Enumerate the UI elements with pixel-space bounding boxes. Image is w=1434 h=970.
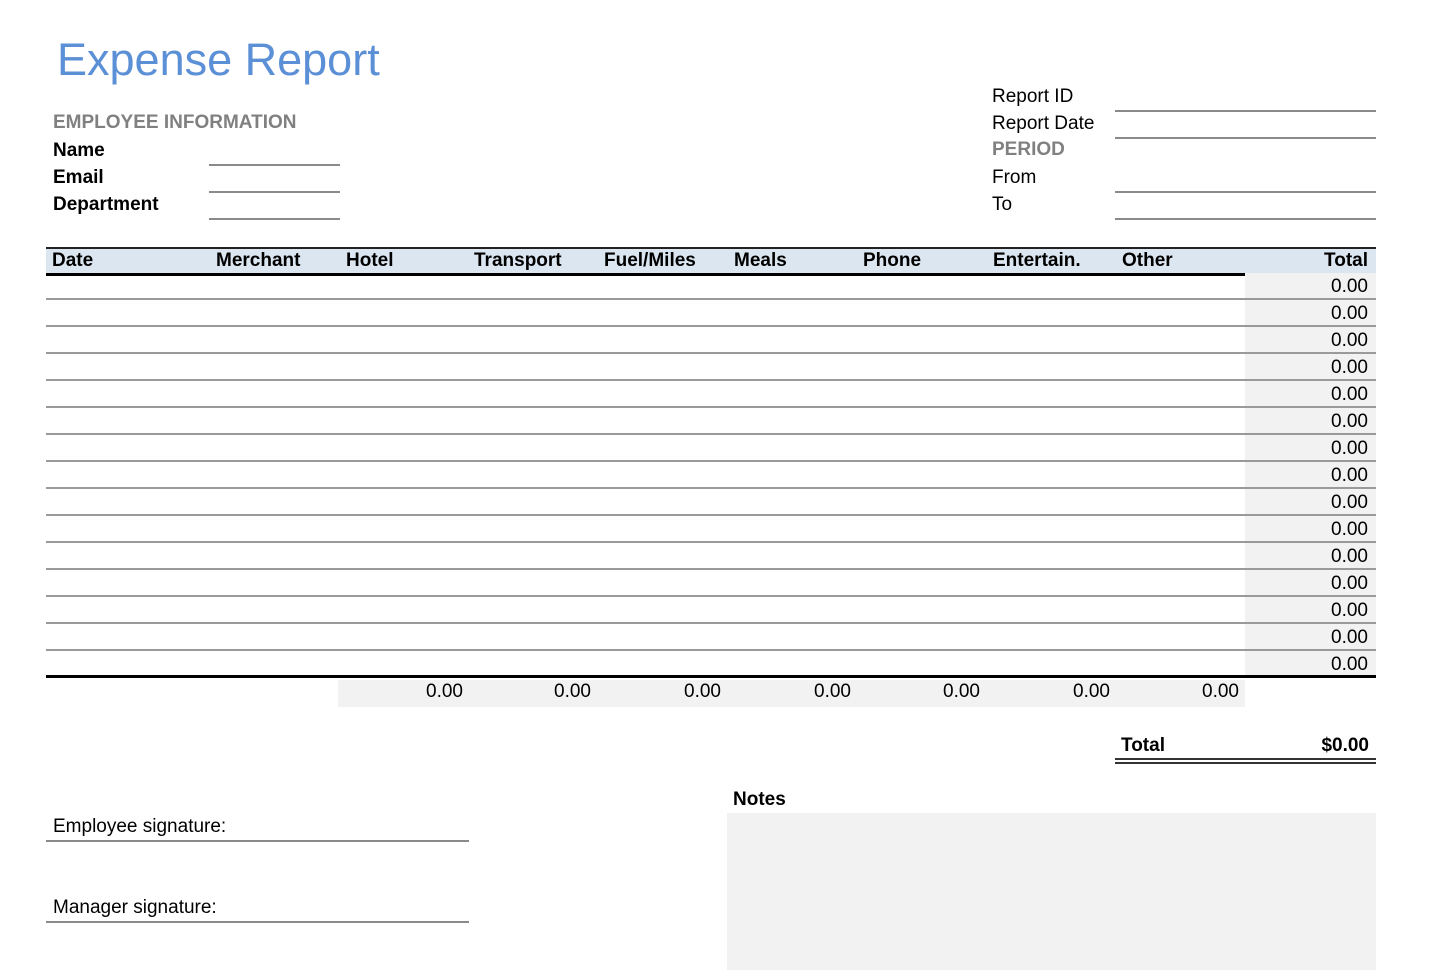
email-field[interactable]: [209, 191, 340, 193]
column-header-phone: Phone: [863, 250, 922, 271]
table-row[interactable]: 0.00: [46, 624, 1376, 651]
to-label: To: [992, 194, 1013, 215]
period-label: PERIOD: [992, 139, 1065, 160]
name-label: Name: [53, 140, 105, 161]
row-total: 0.00: [1245, 408, 1376, 433]
column-header-total: Total: [1324, 250, 1368, 271]
table-header: Date Merchant Hotel Transport Fuel/Miles Meal…: [46, 247, 1376, 276]
notes-area[interactable]: [727, 813, 1376, 970]
table-row[interactable]: 0.00: [46, 651, 1376, 678]
employee-signature-label: Employee signature:: [53, 816, 227, 837]
report-date-field[interactable]: [1115, 137, 1376, 139]
column-total-fuel-miles: 0.00: [684, 681, 721, 702]
table-row[interactable]: 0.00: [46, 543, 1376, 570]
table-row[interactable]: 0.00: [46, 354, 1376, 381]
row-total: 0.00: [1245, 624, 1376, 649]
table-row[interactable]: 0.00: [46, 273, 1376, 300]
grand-total-value: $0.00: [1321, 735, 1369, 756]
row-total: 0.00: [1245, 516, 1376, 541]
column-total-hotel: 0.00: [426, 681, 463, 702]
email-label: Email: [53, 167, 104, 188]
column-total-transport: 0.00: [554, 681, 591, 702]
column-header-transport: Transport: [474, 250, 562, 271]
column-header-meals: Meals: [734, 250, 787, 271]
employee-signature-field[interactable]: [46, 840, 469, 842]
manager-signature-label: Manager signature:: [53, 897, 217, 918]
employee-section-label: EMPLOYEE INFORMATION: [53, 112, 297, 133]
grand-total-label: Total: [1121, 735, 1165, 756]
table-row[interactable]: 0.00: [46, 435, 1376, 462]
table-row[interactable]: 0.00: [46, 300, 1376, 327]
row-total: 0.00: [1245, 354, 1376, 379]
column-total-phone: 0.00: [943, 681, 980, 702]
from-label: From: [992, 167, 1037, 188]
table-row[interactable]: 0.00: [46, 570, 1376, 597]
notes-label: Notes: [733, 789, 786, 810]
column-header-hotel: Hotel: [346, 250, 394, 271]
column-total-other: 0.00: [1202, 681, 1239, 702]
table-row[interactable]: 0.00: [46, 381, 1376, 408]
column-header-entertain: Entertain.: [993, 250, 1081, 271]
row-total: 0.00: [1245, 543, 1376, 568]
column-total-entertain: 0.00: [1073, 681, 1110, 702]
column-header-fuel-miles: Fuel/Miles: [604, 250, 696, 271]
name-field[interactable]: [209, 164, 340, 166]
page-title: Expense Report: [57, 34, 380, 85]
grand-total-underline: [1115, 758, 1376, 760]
row-total: 0.00: [1245, 435, 1376, 460]
table-row[interactable]: 0.00: [46, 597, 1376, 624]
department-field[interactable]: [209, 218, 340, 220]
row-total: 0.00: [1245, 489, 1376, 514]
row-total: 0.00: [1245, 327, 1376, 352]
from-field[interactable]: [1115, 191, 1376, 193]
column-totals-row: 0.00 0.00 0.00 0.00 0.00 0.00 0.00: [338, 680, 1245, 707]
report-id-field[interactable]: [1115, 110, 1376, 112]
row-total: 0.00: [1245, 570, 1376, 595]
report-date-label: Report Date: [992, 113, 1095, 134]
to-field[interactable]: [1115, 218, 1376, 220]
grand-total-underline-2: [1115, 762, 1376, 764]
department-label: Department: [53, 194, 159, 215]
manager-signature-field[interactable]: [46, 921, 469, 923]
table-row[interactable]: 0.00: [46, 462, 1376, 489]
column-header-other: Other: [1122, 250, 1173, 271]
column-total-meals: 0.00: [814, 681, 851, 702]
column-header-date: Date: [52, 250, 94, 271]
table-row[interactable]: 0.00: [46, 327, 1376, 354]
table-row[interactable]: 0.00: [46, 516, 1376, 543]
table-row[interactable]: 0.00: [46, 408, 1376, 435]
row-total: 0.00: [1245, 381, 1376, 406]
row-total: 0.00: [1245, 651, 1376, 675]
table-row[interactable]: 0.00: [46, 489, 1376, 516]
row-total: 0.00: [1245, 273, 1376, 298]
row-total: 0.00: [1245, 462, 1376, 487]
column-header-merchant: Merchant: [216, 250, 301, 271]
row-total: 0.00: [1245, 300, 1376, 325]
report-id-label: Report ID: [992, 86, 1074, 107]
row-total: 0.00: [1245, 597, 1376, 622]
